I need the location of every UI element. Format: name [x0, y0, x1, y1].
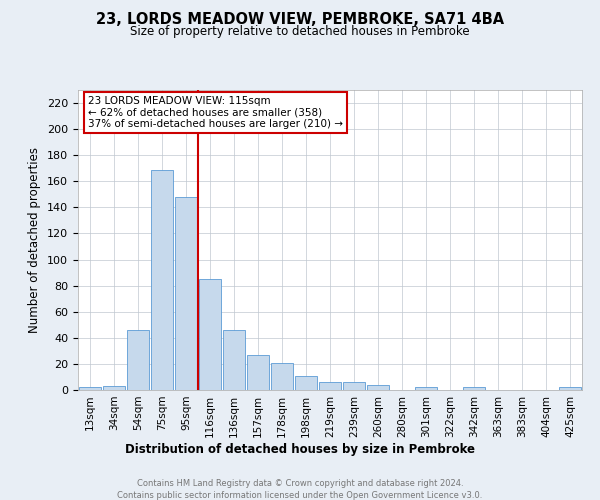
Bar: [127, 330, 149, 390]
Bar: [271, 362, 293, 390]
Bar: [463, 388, 485, 390]
Bar: [79, 388, 101, 390]
Bar: [151, 170, 173, 390]
Bar: [103, 386, 125, 390]
Bar: [295, 376, 317, 390]
Bar: [319, 382, 341, 390]
Text: Contains HM Land Registry data © Crown copyright and database right 2024.
Contai: Contains HM Land Registry data © Crown c…: [118, 479, 482, 500]
Bar: [199, 279, 221, 390]
Text: Distribution of detached houses by size in Pembroke: Distribution of detached houses by size …: [125, 442, 475, 456]
Bar: [415, 388, 437, 390]
Bar: [175, 197, 197, 390]
Text: Size of property relative to detached houses in Pembroke: Size of property relative to detached ho…: [130, 25, 470, 38]
Bar: [343, 382, 365, 390]
Text: 23 LORDS MEADOW VIEW: 115sqm
← 62% of detached houses are smaller (358)
37% of s: 23 LORDS MEADOW VIEW: 115sqm ← 62% of de…: [88, 96, 343, 129]
Bar: [223, 330, 245, 390]
Bar: [247, 355, 269, 390]
Bar: [559, 388, 581, 390]
Text: 23, LORDS MEADOW VIEW, PEMBROKE, SA71 4BA: 23, LORDS MEADOW VIEW, PEMBROKE, SA71 4B…: [96, 12, 504, 28]
Bar: [367, 385, 389, 390]
Y-axis label: Number of detached properties: Number of detached properties: [28, 147, 41, 333]
